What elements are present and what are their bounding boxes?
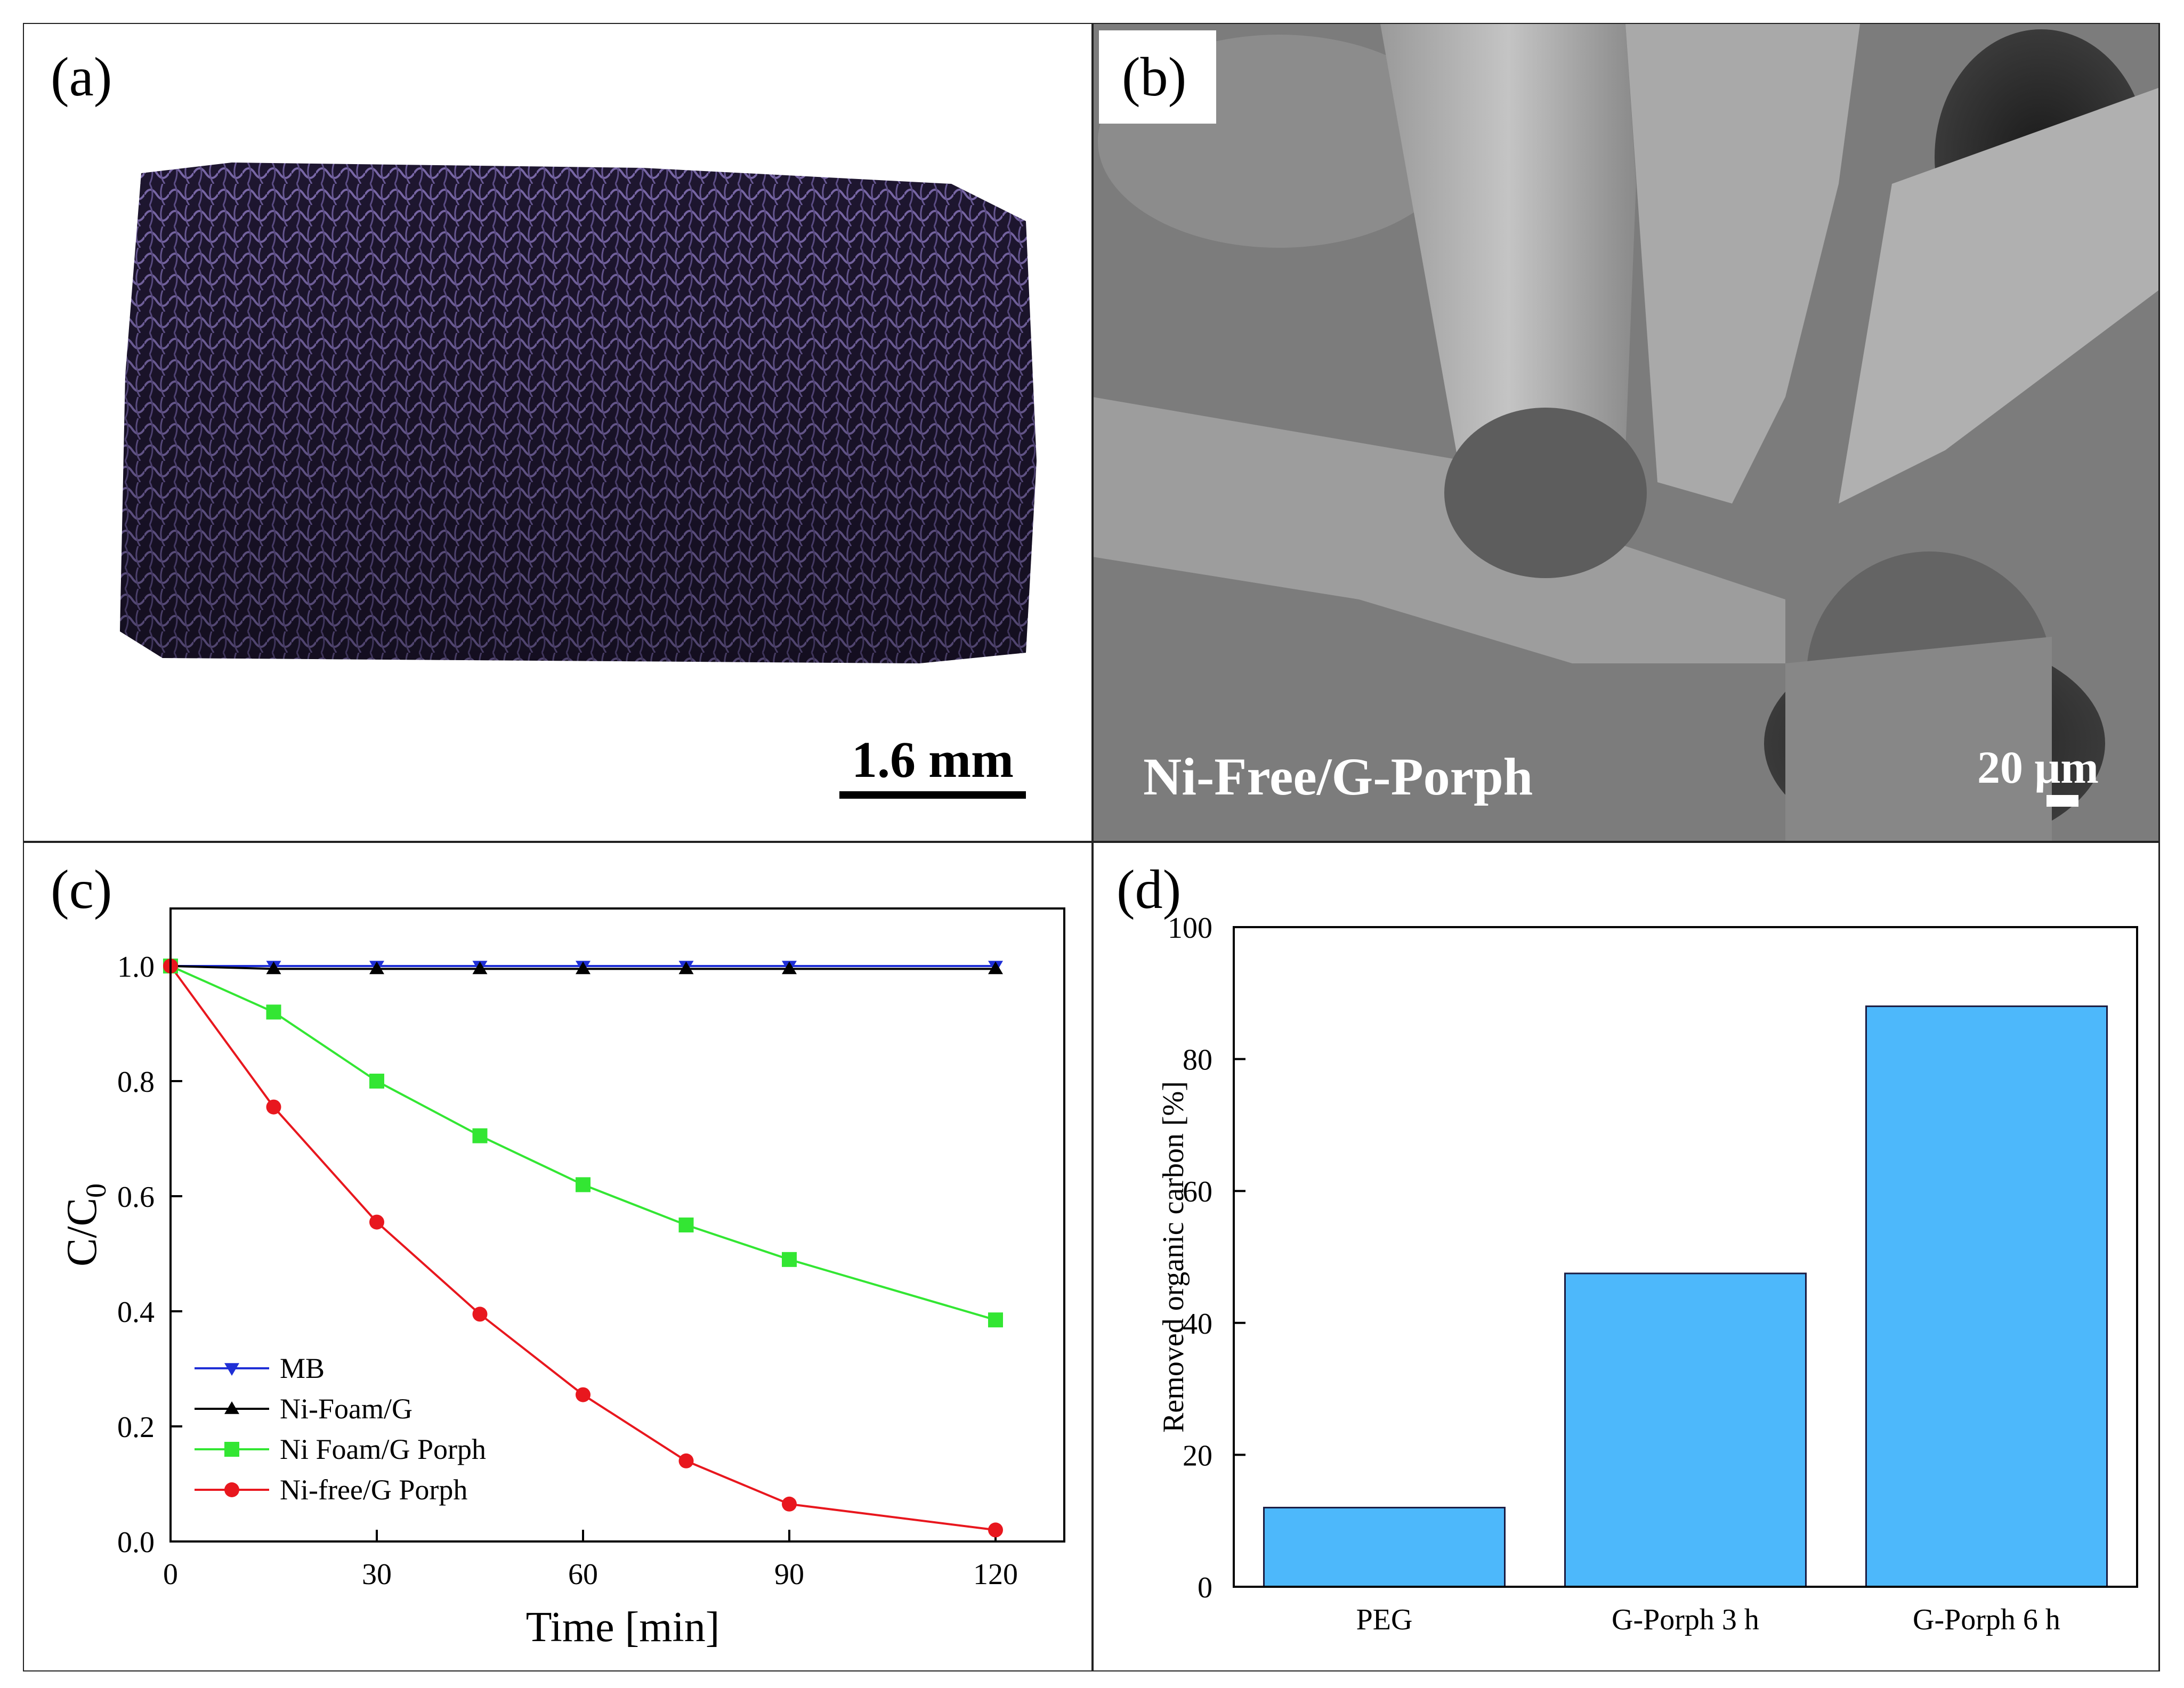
y-tick-label: 0.4 (117, 1296, 155, 1329)
series-line (169, 965, 996, 1531)
data-point (472, 1128, 488, 1143)
data-point (266, 961, 281, 975)
y-tick-label: 80 (1183, 1044, 1212, 1077)
data-point (782, 1252, 797, 1267)
y-axis-label: Removed organic carbon [%] (1157, 1081, 1190, 1433)
y-tick-label: 60 (1183, 1175, 1212, 1208)
data-point (576, 1387, 591, 1402)
x-axis-label: Time [min] (526, 1604, 720, 1651)
legend-label: Ni-free/G Porph (280, 1474, 467, 1506)
x-tick-label: 30 (362, 1558, 392, 1591)
bar (1263, 1506, 1506, 1588)
x-tick-label: 120 (973, 1558, 1018, 1591)
data-point (988, 1312, 1003, 1328)
legend-label: Ni Foam/G Porph (280, 1433, 486, 1465)
data-point (266, 1099, 281, 1115)
data-point (369, 1214, 384, 1230)
scale-bar (839, 791, 1026, 799)
y-tick-label: 0 (1198, 1571, 1212, 1604)
legend-marker (224, 1442, 239, 1457)
panel-d-label: (d) (1117, 859, 1182, 920)
sem-micrograph (1093, 24, 2158, 842)
x-tick-label: 60 (568, 1558, 598, 1591)
panel-a-label: (a) (51, 46, 112, 108)
y-tick-label: 20 (1183, 1439, 1212, 1472)
y-tick-label: 100 (1168, 912, 1212, 945)
foam-sample-image (120, 163, 1037, 663)
bar (1564, 1272, 1807, 1588)
data-point (678, 961, 694, 975)
panel-b-label-background (1099, 30, 1216, 124)
x-tick-label: G-Porph 3 h (1612, 1603, 1759, 1636)
data-point (782, 1496, 797, 1512)
x-tick-label: 0 (163, 1558, 178, 1591)
y-tick-label: 0.0 (117, 1526, 155, 1559)
sample-name-caption: Ni-Free/G-Porph (1143, 747, 1533, 806)
y-tick-label: 0.6 (117, 1181, 155, 1214)
x-tick-label: 90 (774, 1558, 804, 1591)
y-tick-label: 1.0 (117, 951, 155, 984)
x-tick-label: G-Porph 6 h (1913, 1603, 2060, 1636)
panel-a-photo: (a) 1.6 mm (24, 24, 1093, 842)
legend-marker (224, 1363, 239, 1376)
series-line (170, 965, 996, 1321)
panel-c-label: (c) (51, 859, 112, 920)
data-point (988, 961, 1003, 975)
data-point (266, 1004, 281, 1020)
sem-scale-bar (2047, 795, 2078, 807)
data-point (369, 961, 384, 975)
bar-chart-svg: 0 20 40 60 80 100 PEG G-Porph 3 h G-Porph 6 h Rem… (1157, 912, 2138, 1636)
data-point (472, 961, 488, 975)
sem-scale-bar-label: 20 μm (1977, 742, 2099, 793)
y-tick-label: 40 (1183, 1308, 1212, 1341)
y-tick-label: 0.8 (117, 1066, 155, 1099)
data-point (678, 1453, 694, 1468)
panel-c-line-chart: (c) 0 30 60 90 120 0.0 0.2 0.4 0.6 0.8 1.0 Time [mi… (24, 842, 1093, 1670)
legend-label: Ni-Foam/G (280, 1393, 412, 1425)
plot-frame (1233, 926, 2138, 1588)
data-point (369, 1074, 384, 1089)
x-tick-label: PEG (1356, 1603, 1413, 1636)
panel-d-bar-chart: (d) 0 20 40 60 80 100 PEG G-Porph 3 h G-Porph 6 … (1093, 842, 2158, 1670)
data-point (782, 961, 797, 975)
legend-marker (224, 1482, 239, 1497)
scale-bar-label: 1.6 mm (852, 731, 1014, 788)
panel-b-label: (b) (1122, 46, 1187, 108)
panel-b-sem-image: (b) Ni-Free/G-Porph 20 μm (1093, 24, 2158, 842)
horizontal-divider (24, 841, 2159, 843)
plot-frame (169, 907, 1065, 1543)
line-chart-svg: 0 30 60 90 120 0.0 0.2 0.4 0.6 0.8 1.0 Time [min] C/… (59, 907, 1065, 1651)
vertical-divider (1091, 24, 1094, 1670)
legend-label: MB (280, 1352, 325, 1384)
data-point (678, 1218, 694, 1232)
data-point (472, 1306, 488, 1322)
legend-marker (224, 1401, 239, 1414)
y-axis-label: C/C0 (59, 1183, 112, 1267)
data-point (576, 961, 591, 975)
data-point (576, 1177, 591, 1192)
data-point (988, 1522, 1003, 1538)
y-tick-label: 0.2 (117, 1411, 155, 1444)
bar (1865, 1005, 2108, 1588)
series-line (170, 965, 996, 970)
